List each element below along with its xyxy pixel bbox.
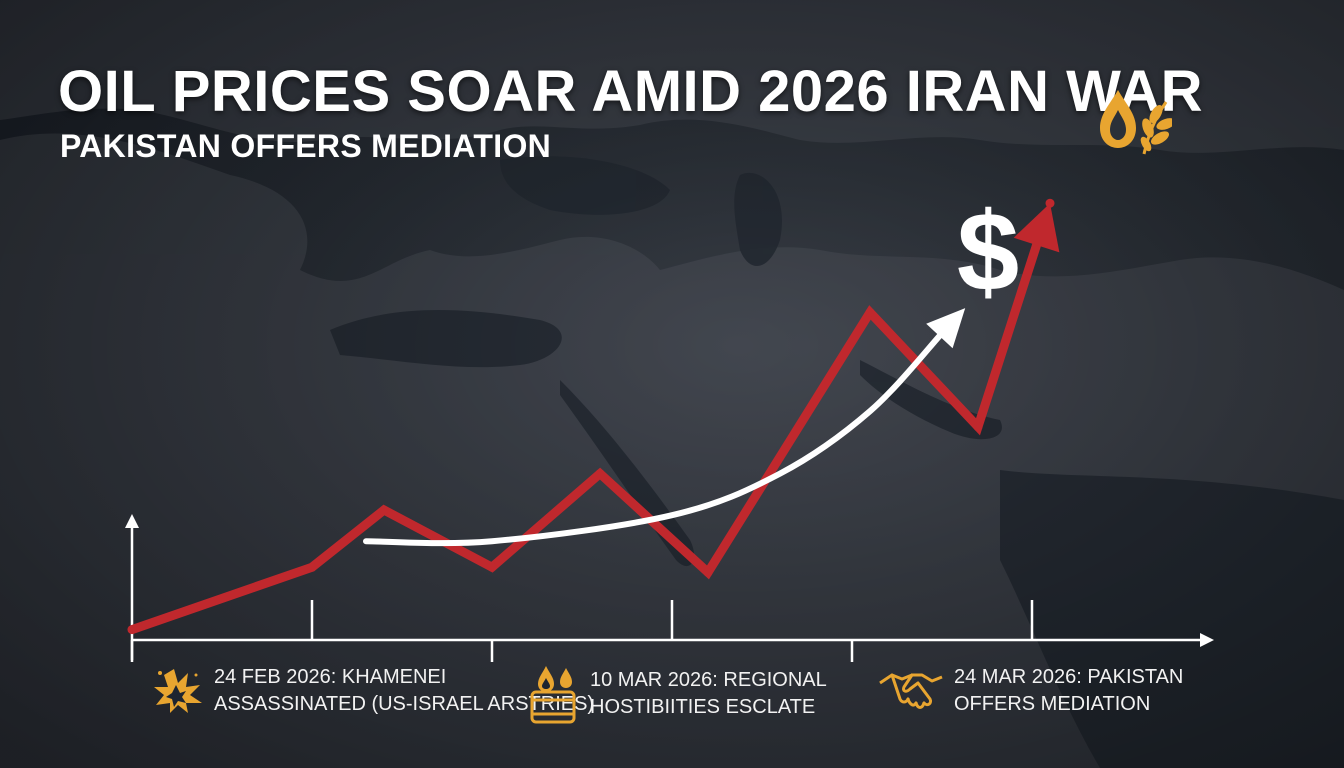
x-axis-ticks: [310, 600, 1034, 662]
price-series-points: [127, 198, 1055, 635]
trend-arrowhead: [926, 308, 966, 349]
page-title: OIL PRICES SOAR AMID 2026 IRAN WAR: [58, 59, 1203, 124]
y-axis-arrowhead: [125, 514, 139, 528]
timeline-event-hostilities: 10 MAR 2026: REGIONAL HOSTIBIITIES ESCLA…: [526, 664, 827, 724]
price-series-arrowhead: [1013, 203, 1060, 253]
price-point-7: [973, 422, 983, 432]
price-point-2: [379, 505, 389, 515]
burning-oil-barrel-icon: [530, 666, 576, 724]
event-3-line-2: OFFERS MEDIATION: [954, 693, 1151, 715]
handshake-icon: [879, 673, 943, 709]
price-point-1: [307, 562, 317, 572]
event-1-line-1: 24 FEB 2026: KHAMENEI: [214, 666, 447, 688]
event-2-line-1: 10 MAR 2026: REGIONAL: [590, 669, 827, 691]
event-3-line-1: 24 MAR 2026: PAKISTAN: [954, 666, 1184, 688]
price-point-5: [703, 567, 713, 577]
explosion-icon: [154, 669, 202, 713]
dollar-sign-icon: $: [957, 189, 1019, 314]
chart-axes: [125, 514, 1214, 662]
trend-arrow-curve: [363, 330, 945, 547]
event-2-line-2: HOSTIBIITIES ESCLATE: [590, 696, 816, 718]
oil-drop-olive-branch-icon: [1100, 90, 1172, 155]
page-subtitle: PAKISTAN OFFERS MEDIATION: [60, 128, 552, 164]
timeline-event-mediation: 24 MAR 2026: PAKISTAN OFFERS MEDIATION: [878, 664, 1183, 718]
price-point-8: [1045, 198, 1055, 208]
x-axis-arrowhead: [1200, 633, 1214, 647]
price-point-6: [865, 307, 875, 317]
price-point-4: [595, 469, 605, 479]
timeline-event-khamenei: 24 FEB 2026: KHAMENEI ASSASSINATED (US-I…: [152, 664, 594, 718]
price-series-line: [130, 231, 1045, 634]
price-point-0: [127, 625, 137, 635]
price-point-3: [487, 562, 497, 572]
event-1-line-2: ASSASSINATED (US-ISRAEL ARSTRIES): [214, 693, 595, 715]
